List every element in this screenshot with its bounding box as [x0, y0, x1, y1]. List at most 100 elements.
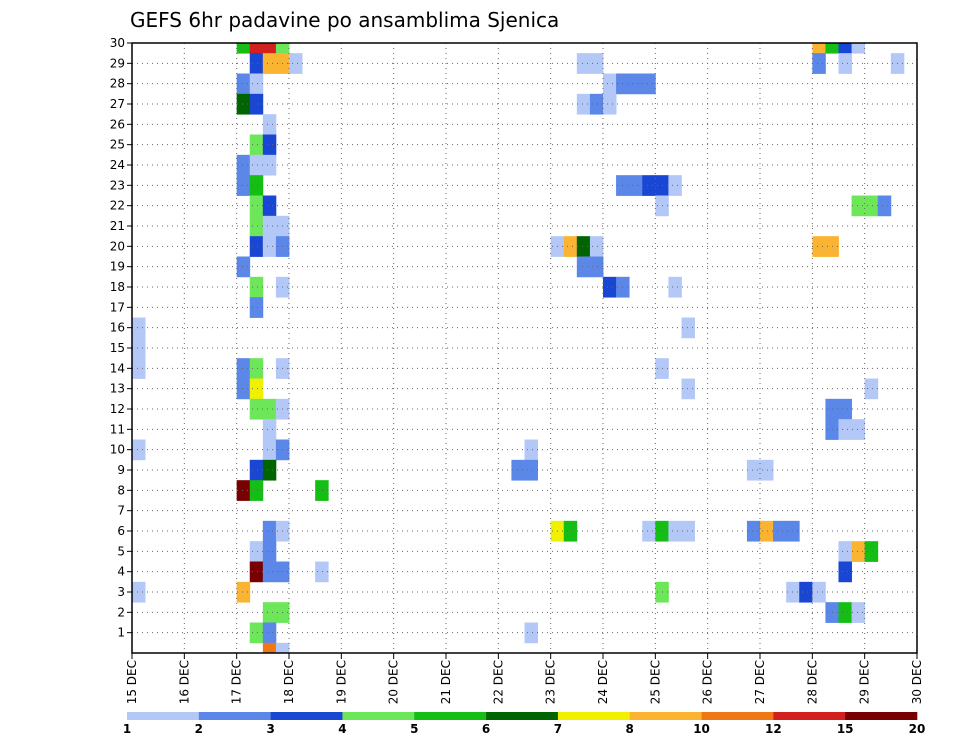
colorbar-label: 5 — [410, 722, 418, 736]
y-tick-label: 10 — [110, 443, 125, 457]
precip-cell — [642, 520, 656, 542]
y-tick-label: 11 — [110, 422, 125, 436]
precip-cell — [864, 378, 879, 400]
colorbar-label: 1 — [123, 722, 131, 736]
precip-cell — [864, 195, 879, 217]
x-tick-label: 21 DEC — [439, 660, 453, 704]
precip-cell — [236, 256, 251, 278]
precip-cell — [851, 195, 866, 217]
y-tick-label: 4 — [117, 565, 125, 579]
x-tick-label: 18 DEC — [282, 660, 296, 704]
y-tick-label: 8 — [117, 483, 125, 497]
precip-cell — [746, 459, 761, 481]
precip-cell — [838, 419, 852, 440]
y-tick-label: 17 — [110, 300, 125, 314]
x-tick-label: 19 DEC — [334, 660, 348, 704]
precip-cell — [589, 256, 604, 278]
y-tick-label: 30 — [110, 36, 125, 50]
precip-cell — [563, 236, 578, 257]
y-tick-label: 12 — [110, 402, 125, 416]
precip-cell — [760, 520, 774, 542]
y-tick-label: 22 — [110, 199, 125, 213]
precip-cell — [629, 73, 643, 95]
precip-cell — [262, 43, 277, 54]
precip-cell — [603, 73, 617, 95]
x-tick-label: 17 DEC — [230, 660, 244, 704]
precip-cell — [315, 480, 329, 501]
y-tick-label: 23 — [110, 178, 125, 192]
y-tick-label: 20 — [110, 239, 125, 253]
precip-cell — [249, 622, 264, 644]
x-tick-label: 26 DEC — [701, 660, 715, 704]
precip-cell — [825, 43, 839, 54]
y-tick-label: 9 — [117, 463, 125, 477]
precip-cell — [524, 439, 538, 461]
precip-cell — [236, 175, 251, 196]
precip-cell — [681, 317, 695, 339]
x-tick-label: 23 DEC — [544, 660, 558, 704]
precip-cell — [275, 43, 290, 54]
x-tick-label: 24 DEC — [596, 660, 610, 704]
precip-cell — [851, 419, 866, 440]
colorbar-label: 20 — [909, 722, 926, 736]
precip-cell — [236, 93, 251, 115]
precip-cell — [262, 215, 277, 237]
y-tick-label: 7 — [117, 504, 125, 518]
y-tick-label: 28 — [110, 77, 125, 91]
precip-cell — [524, 622, 538, 644]
precip-cell — [799, 581, 813, 603]
precip-cell — [249, 297, 264, 318]
y-tick-label: 26 — [110, 117, 125, 131]
precip-cell — [812, 581, 826, 603]
precip-cell — [262, 642, 277, 654]
colorbar-label: 2 — [195, 722, 203, 736]
x-tick-label: 15 DEC — [125, 660, 139, 704]
precip-cell — [249, 215, 264, 237]
precip-cell — [589, 53, 604, 74]
precip-cell — [249, 541, 264, 562]
y-tick-label: 3 — [117, 585, 125, 599]
precip-cell — [262, 236, 277, 257]
precip-cell — [668, 276, 682, 298]
y-tick-label: 29 — [110, 56, 125, 70]
precip-cell — [642, 73, 656, 95]
precip-cell — [132, 581, 146, 603]
precip-cell — [524, 459, 538, 481]
y-tick-label: 2 — [117, 605, 125, 619]
precip-cell — [275, 642, 290, 654]
x-tick-label: 30 DEC — [910, 660, 924, 704]
y-tick-label: 21 — [110, 219, 125, 233]
precip-cell — [249, 93, 264, 115]
x-tick-label: 28 DEC — [805, 660, 819, 704]
precip-cell — [681, 378, 695, 400]
y-tick-label: 19 — [110, 260, 125, 274]
precip-cell — [249, 53, 264, 74]
precip-cell — [838, 398, 852, 420]
precip-cell — [851, 43, 866, 54]
y-tick-label: 16 — [110, 321, 125, 335]
precip-cell — [249, 73, 264, 95]
chart-title: GEFS 6hr padavine po ansamblima Sjenica — [130, 8, 559, 32]
precip-cell — [262, 398, 277, 420]
precip-cell — [838, 561, 852, 583]
precip-cell — [262, 602, 277, 623]
precip-cell — [773, 520, 787, 542]
x-tick-label: 22 DEC — [491, 660, 505, 704]
colorbar-label: 3 — [266, 722, 274, 736]
colorbar-swatch — [127, 712, 200, 720]
colorbar-swatch — [342, 712, 415, 720]
precip-cell — [838, 53, 852, 74]
precip-cell — [563, 520, 578, 542]
y-tick-label: 25 — [110, 138, 125, 152]
y-tick-label: 5 — [117, 544, 125, 558]
precip-cell — [838, 43, 852, 54]
precip-cell — [236, 480, 251, 501]
precip-cell — [262, 541, 277, 562]
colorbar-swatch — [414, 712, 487, 720]
precip-cell — [236, 154, 251, 176]
y-tick-label: 14 — [110, 361, 125, 375]
precip-cell — [576, 236, 591, 257]
y-tick-label: 13 — [110, 382, 125, 396]
precip-cell — [262, 195, 277, 217]
